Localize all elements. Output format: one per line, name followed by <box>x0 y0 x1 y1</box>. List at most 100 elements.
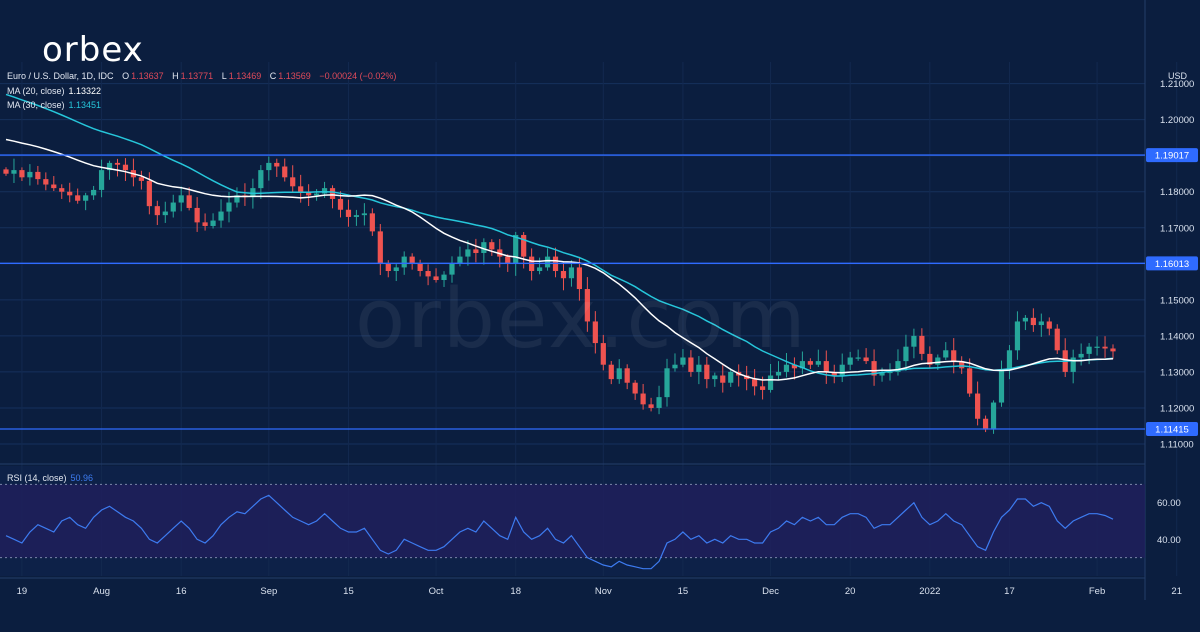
open-value: 1.13637 <box>131 71 164 81</box>
ma20-label: MA (20, close) <box>7 86 65 96</box>
candle-body <box>807 361 813 365</box>
candle-body <box>1038 321 1044 326</box>
candle-body <box>879 371 885 376</box>
candle-body <box>43 179 49 185</box>
change-value: −0.00024 (−0.02%) <box>319 71 397 81</box>
candle-body <box>576 267 583 290</box>
candle-body <box>67 191 73 196</box>
candle-body <box>425 271 431 277</box>
candle-body <box>481 242 487 253</box>
currency-label: USD <box>1168 71 1188 81</box>
candle-body <box>329 188 336 199</box>
candle-body <box>290 177 296 187</box>
candle-body <box>274 162 280 167</box>
time-tick-label: 18 <box>510 586 521 597</box>
price-tick-label: 1.20000 <box>1160 115 1194 126</box>
candle-body <box>696 364 702 372</box>
candle-body <box>959 361 965 369</box>
candle-body <box>759 386 766 390</box>
candle-body <box>98 170 105 190</box>
candle-body <box>863 357 869 362</box>
candle-body <box>600 343 606 365</box>
price-tick-label: 1.12000 <box>1160 403 1194 414</box>
level-label-bg <box>1146 148 1198 163</box>
candle-body <box>186 195 192 208</box>
candle-body <box>321 188 328 194</box>
candle-body <box>982 418 989 430</box>
candle-body <box>1086 346 1092 354</box>
candle-body <box>911 335 917 347</box>
candle-body <box>1070 357 1076 372</box>
candle-body <box>752 379 758 387</box>
candle-body <box>1030 317 1036 326</box>
candle-body <box>106 162 113 171</box>
candle-body <box>282 166 288 178</box>
candle-body <box>1014 321 1021 351</box>
candle-body <box>640 393 646 405</box>
candle-body <box>799 361 806 369</box>
candle-body <box>791 364 798 369</box>
candle-body <box>226 202 232 212</box>
candle-body <box>608 364 614 380</box>
candle-body <box>632 382 638 394</box>
level-label: 1.16013 <box>1155 259 1189 270</box>
candle-body <box>457 256 463 264</box>
candle-body <box>823 361 829 372</box>
candle-body <box>449 263 455 275</box>
ma30-label: MA (30, close) <box>7 100 65 110</box>
candle-body <box>465 249 471 257</box>
candle-body <box>943 350 949 358</box>
candle-body <box>138 177 144 181</box>
candle-body <box>839 364 845 376</box>
candle-body <box>19 170 25 178</box>
candle-body <box>975 393 981 419</box>
rsi-legend[interactable]: RSI (14, close) 50.96 <box>7 473 93 483</box>
price-tick-label: 1.18000 <box>1160 187 1194 198</box>
candle-body <box>728 371 734 383</box>
ma20-legend[interactable]: MA (20, close) 1.13322 <box>7 86 101 96</box>
high-value: 1.13771 <box>180 71 214 81</box>
time-tick-label: Sep <box>260 586 277 597</box>
time-tick-label: 16 <box>176 586 187 597</box>
chart-title[interactable]: Euro / U.S. Dollar, 1D, IDC <box>7 71 114 81</box>
candle-body <box>855 357 861 359</box>
time-tick-label: 20 <box>845 586 856 597</box>
candle-body <box>680 357 686 365</box>
level-label-bg <box>1146 422 1198 437</box>
candle-body <box>266 162 272 171</box>
candle-body <box>990 402 997 430</box>
rsi-tick-label: 60.00 <box>1157 498 1181 509</box>
candle-body <box>935 357 941 365</box>
time-tick-label: 2022 <box>919 586 940 597</box>
candle-body <box>513 234 519 264</box>
candle-body <box>767 375 774 390</box>
candle-body <box>258 170 264 189</box>
candle-body <box>847 357 853 365</box>
rsi-label: RSI (14, close) <box>7 473 67 483</box>
candle-body <box>783 364 790 372</box>
candle-body <box>409 256 415 264</box>
candle-body <box>91 189 97 196</box>
candle-body <box>919 335 925 354</box>
time-tick-label: 15 <box>678 586 689 597</box>
candle-body <box>887 371 893 374</box>
ma20-value: 1.13322 <box>68 86 102 96</box>
candle-body <box>951 350 957 362</box>
candle-body <box>648 404 654 408</box>
candle-body <box>624 368 630 383</box>
candle-body <box>75 195 81 201</box>
rsi-line <box>5 494 1114 570</box>
candle-body <box>592 321 598 344</box>
candle-body <box>1102 346 1108 349</box>
ma30-line <box>5 93 1114 377</box>
candle-body <box>1078 353 1084 358</box>
candle-body <box>11 170 17 174</box>
candle-body <box>385 263 391 272</box>
candle-body <box>3 169 9 174</box>
symbol-legend: Euro / U.S. Dollar, 1D, IDC O 1.13637 H 1.… <box>7 71 397 81</box>
ma30-legend[interactable]: MA (30, close) 1.13451 <box>7 100 101 110</box>
candle-body <box>162 211 168 216</box>
candle-body <box>815 361 821 365</box>
